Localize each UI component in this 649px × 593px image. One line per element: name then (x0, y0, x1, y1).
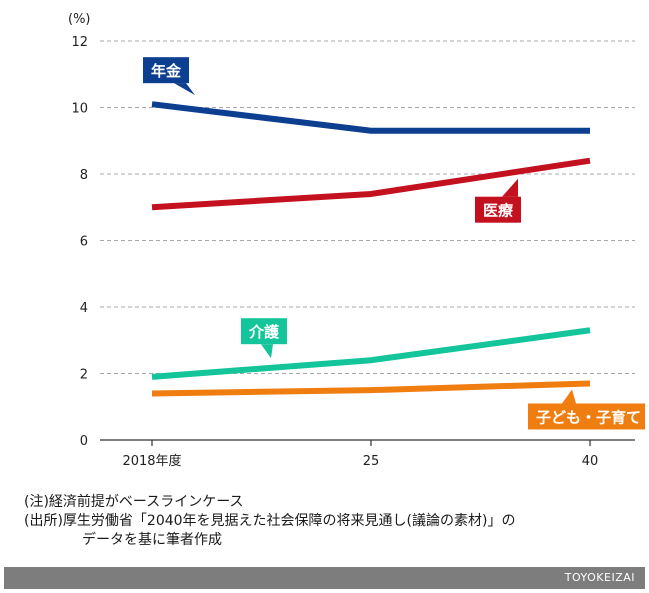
callout-1: 医療 (475, 178, 522, 223)
callout-box-3 (528, 403, 645, 430)
y-tick-label-2: 2 (80, 368, 88, 383)
callout-box-2 (241, 318, 288, 345)
series-lines (151, 101, 591, 397)
callout-pointer-3 (562, 389, 576, 404)
x-tick-label-1: 25 (363, 454, 380, 469)
publisher-brand: TOYOKEIZAI (564, 571, 635, 584)
y-tick-label-4: 4 (80, 301, 88, 316)
callout-pointer-2 (261, 344, 273, 359)
chart-notes: (注)経済前提がベースラインケース (出所)厚生労働省「2040年を見据えた社会… (24, 493, 644, 550)
series-line-3 (151, 380, 591, 397)
y-tick-label-6: 6 (80, 235, 88, 250)
series-line-0 (151, 101, 590, 134)
callout-pointer-0 (174, 83, 195, 96)
y-tick-label-8: 8 (80, 168, 88, 183)
note-source-continued: データを基に筆者作成 (82, 532, 222, 548)
callout-label-1: 医療 (483, 202, 514, 220)
gridlines (100, 40, 635, 374)
y-tick-label-0: 0 (80, 434, 88, 449)
series-line-1 (151, 157, 591, 211)
callout-0: 年金 (143, 57, 195, 96)
note-assumption: (注)経済前提がベースラインケース (24, 494, 244, 510)
y-tick-label-12: 12 (71, 35, 88, 50)
x-tick-label-0: 2018年度 (122, 453, 181, 469)
callout-2: 介護 (241, 318, 288, 359)
callout-pointer-1 (502, 178, 518, 197)
callout-3: 子ども・子育て (528, 389, 645, 430)
footer-bar: TOYOKEIZAI (4, 567, 645, 589)
axes: 0 2 4 6 8 10 12 (%) 2018年度 25 40 (68, 12, 635, 469)
callout-label-2: 介護 (248, 323, 280, 341)
y-tick-label-10: 10 (71, 102, 88, 117)
callout-box-1 (475, 196, 522, 223)
callout-label-3: 子ども・子育て (536, 408, 641, 426)
callout-box-0 (143, 57, 190, 84)
series-line-2 (151, 327, 591, 380)
note-source: (出所)厚生労働省「2040年を見据えた社会保障の将来見通し(議論の素材)」の (24, 513, 516, 529)
callout-label-0: 年金 (151, 62, 182, 80)
x-tick-label-2: 40 (582, 454, 599, 469)
y-unit-label: (%) (68, 12, 91, 27)
